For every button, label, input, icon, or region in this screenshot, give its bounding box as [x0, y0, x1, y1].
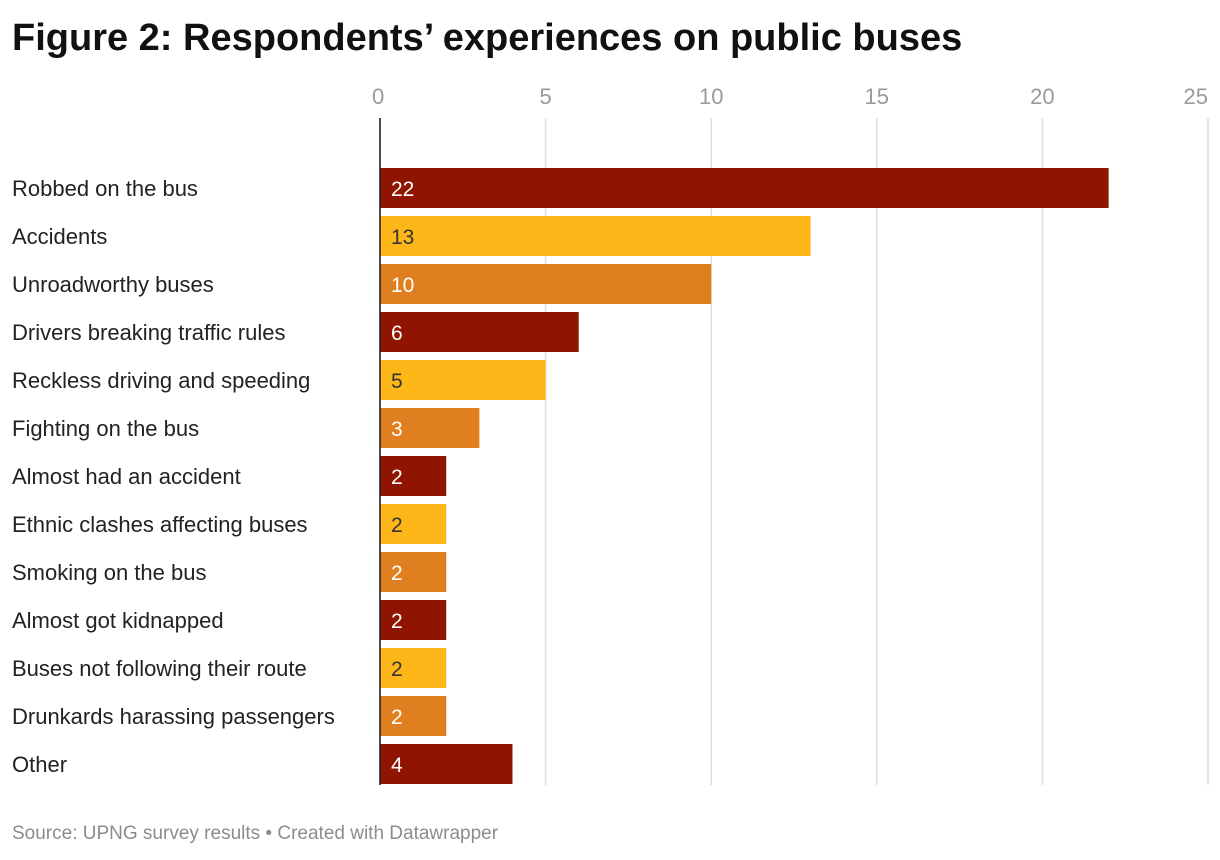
- bar: [380, 408, 480, 448]
- chart-title: Figure 2: Respondents’ experiences on pu…: [12, 17, 963, 59]
- category-label: Drunkards harassing passengers: [12, 704, 335, 729]
- bar: [380, 648, 447, 688]
- x-tick-label-10: 10: [699, 84, 723, 109]
- category-labels: Robbed on the bus Accidents Unroadworthy b…: [12, 176, 335, 777]
- footer-separator: •: [265, 823, 273, 844]
- category-label: Accidents: [12, 224, 107, 249]
- category-label: Ethnic clashes affecting buses: [12, 512, 308, 537]
- bar-value-label: 2: [391, 514, 403, 537]
- x-tick-label-20: 20: [1030, 84, 1054, 109]
- bar: [380, 312, 579, 352]
- category-label: Almost got kidnapped: [12, 608, 224, 633]
- category-label: Fighting on the bus: [12, 416, 199, 441]
- bar-value-label: 4: [391, 754, 403, 777]
- bar-value-label: 3: [391, 418, 403, 441]
- bar-value-label: 2: [391, 610, 403, 633]
- category-label: Drivers breaking traffic rules: [12, 320, 285, 345]
- bars: [380, 168, 1109, 784]
- category-label: Buses not following their route: [12, 656, 307, 681]
- category-label: Reckless driving and speeding: [12, 368, 310, 393]
- bar: [380, 168, 1109, 208]
- footer: Source: UPNG survey results • Created wi…: [12, 823, 498, 845]
- credit-text: Created with Datawrapper: [277, 823, 499, 844]
- x-axis-ticks: 0 5 10 15 20 25: [372, 84, 1208, 109]
- category-label: Unroadworthy buses: [12, 272, 214, 297]
- bar-value-label: 22: [391, 178, 414, 201]
- x-tick-label-25: 25: [1184, 84, 1208, 109]
- bar-value-label: 6: [391, 322, 403, 345]
- source-text: Source: UPNG survey results: [12, 823, 261, 844]
- bar-value-label: 13: [391, 226, 414, 249]
- x-tick-label-15: 15: [865, 84, 889, 109]
- category-label: Almost had an accident: [12, 464, 241, 489]
- bar: [380, 360, 546, 400]
- x-tick-label-0: 0: [372, 84, 384, 109]
- bar: [380, 600, 447, 640]
- bar-value-label: 2: [391, 658, 403, 681]
- bar: [380, 744, 513, 784]
- category-label: Other: [12, 752, 67, 777]
- bar: [380, 216, 811, 256]
- bar-value-label: 2: [391, 562, 403, 585]
- bar-value-label: 2: [391, 466, 403, 489]
- bar-value-label: 5: [391, 370, 403, 393]
- bar: [380, 264, 712, 304]
- category-label: Smoking on the bus: [12, 560, 206, 585]
- bar: [380, 552, 447, 592]
- bar: [380, 696, 447, 736]
- bar: [380, 504, 447, 544]
- bar-value-label: 2: [391, 706, 403, 729]
- bar: [380, 456, 447, 496]
- x-tick-label-5: 5: [539, 84, 551, 109]
- bar-value-label: 10: [391, 274, 414, 297]
- category-label: Robbed on the bus: [12, 176, 198, 201]
